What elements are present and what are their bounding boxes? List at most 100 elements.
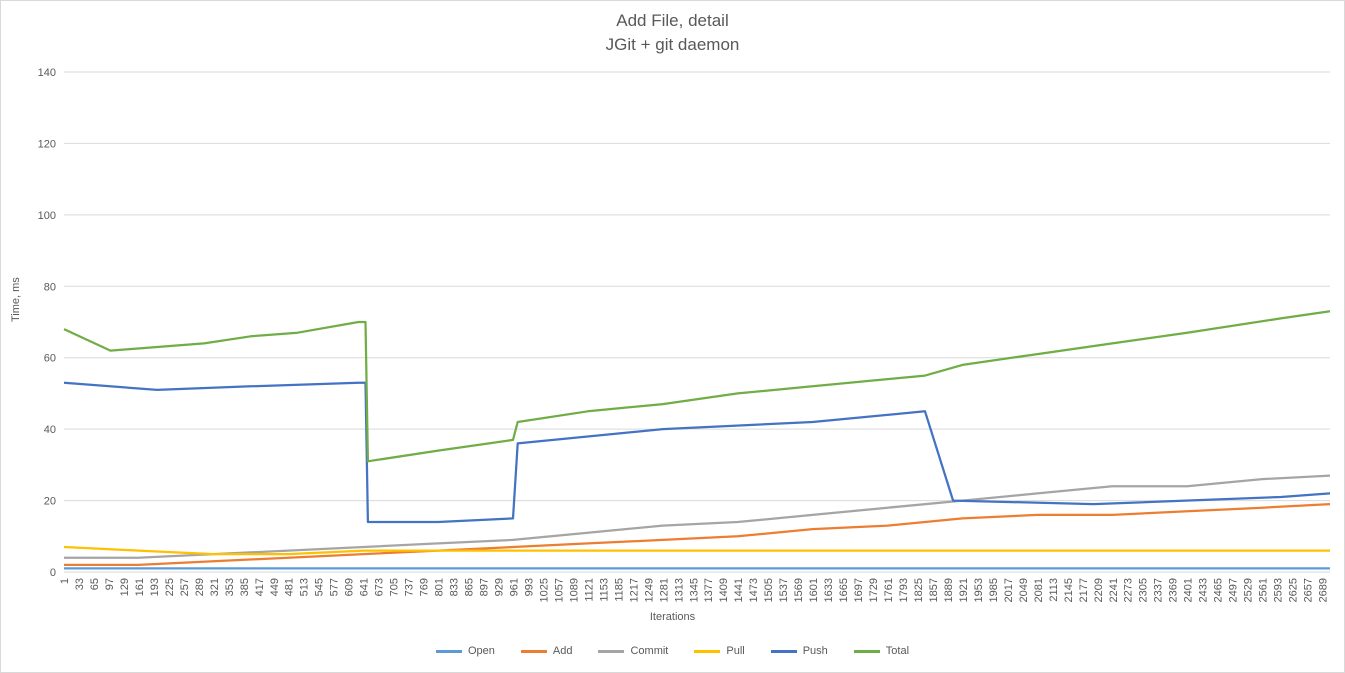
y-tick-label: 140: [38, 67, 56, 79]
y-tick-label: 120: [38, 138, 56, 150]
series-line-commit: [64, 474, 1331, 559]
x-tick-label: 129: [119, 578, 131, 596]
x-tick-label: 1633: [823, 578, 835, 602]
x-tick-label: 1569: [793, 578, 805, 602]
x-tick-label: 2401: [1183, 578, 1195, 602]
legend-swatch: [598, 649, 625, 653]
x-tick-label: 1409: [718, 578, 730, 602]
x-tick-label: 225: [164, 578, 176, 596]
y-tick-label: 80: [44, 281, 56, 293]
x-tick-label: 2241: [1108, 578, 1120, 602]
x-tick-label: 1921: [958, 578, 970, 602]
legend-item-open: Open: [435, 645, 495, 657]
x-tick-label: 97: [104, 578, 116, 590]
x-tick-label: 1761: [883, 578, 895, 602]
legend-label: Pull: [726, 645, 745, 657]
x-tick-label: 417: [254, 578, 266, 596]
x-tick-label: 193: [149, 578, 161, 596]
x-tick-label: 1857: [928, 578, 940, 602]
chart-subtitle: JGit + git daemon: [605, 35, 740, 54]
x-tick-label: 1793: [898, 578, 910, 602]
x-tick-label: 1: [59, 578, 71, 584]
x-tick-label: 1889: [943, 578, 955, 602]
series-line-add: [64, 502, 1331, 567]
x-tick-label: 673: [374, 578, 386, 596]
y-tick-label: 20: [44, 496, 56, 508]
x-tick-label: 1057: [553, 578, 565, 602]
x-tick-label: 833: [449, 578, 461, 596]
x-tick-label: 1249: [643, 578, 655, 602]
legend-label: Open: [467, 645, 495, 657]
x-tick-label: 2625: [1288, 578, 1300, 602]
x-tick-label: 481: [284, 578, 296, 596]
x-tick-label: 2049: [1018, 578, 1030, 602]
legend-swatch: [853, 649, 880, 653]
legend-swatch: [435, 649, 462, 653]
x-tick-label: 2593: [1273, 578, 1285, 602]
legend: Open Add Commit Pull Push Total: [0, 645, 1345, 657]
x-tick-label: 1985: [988, 578, 1000, 602]
x-tick-label: 1121: [583, 578, 595, 602]
legend-item-push: Push: [770, 645, 828, 657]
x-tick-label: 1537: [778, 578, 790, 602]
legend-label: Push: [802, 645, 828, 657]
x-axis-label: Iterations: [649, 611, 696, 623]
x-tick-label: 545: [314, 578, 326, 596]
x-tick-label: 993: [523, 578, 535, 596]
legend-item-commit: Commit: [598, 645, 668, 657]
legend-swatch: [694, 649, 721, 653]
x-tick-label: 1825: [913, 578, 925, 602]
y-tick-label: 40: [44, 424, 56, 436]
legend-item-pull: Pull: [694, 645, 745, 657]
x-tick-label: 2145: [1063, 578, 1075, 602]
x-tick-label: 1345: [688, 578, 700, 602]
y-axis-label: Time, ms: [10, 277, 22, 322]
x-tick-label: 1505: [763, 578, 775, 602]
x-tick-label: 1665: [838, 578, 850, 602]
x-tick-label: 609: [344, 578, 356, 596]
y-tick-label: 0: [50, 567, 56, 579]
x-tick-label: 737: [404, 578, 416, 596]
x-tick-label: 929: [493, 578, 505, 596]
x-tick-label: 321: [209, 578, 221, 596]
x-tick-label: 1217: [628, 578, 640, 602]
x-tick-label: 2561: [1258, 578, 1270, 602]
x-tick-label: 2497: [1228, 578, 1240, 602]
x-tick-label: 2305: [1138, 578, 1150, 602]
x-tick-label: 1089: [568, 578, 580, 602]
x-tick-label: 1953: [973, 578, 985, 602]
x-tick-label: 2209: [1093, 578, 1105, 602]
x-tick-label: 1281: [658, 578, 670, 602]
x-tick-label: 353: [224, 578, 236, 596]
x-tick-label: 1313: [673, 578, 685, 602]
legend-swatch: [520, 649, 547, 653]
x-tick-label: 2177: [1078, 578, 1090, 602]
x-tick-label: 1153: [598, 578, 610, 602]
y-tick-label: 60: [44, 353, 56, 365]
x-tick-label: 2113: [1048, 578, 1060, 602]
series-line-total: [63, 310, 1331, 463]
x-tick-label: 2337: [1153, 578, 1165, 602]
legend-item-total: Total: [853, 645, 909, 657]
x-tick-label: 897: [479, 578, 491, 596]
x-tick-label: 1185: [613, 578, 625, 602]
x-tick-label: 1473: [748, 578, 760, 602]
x-tick-label: 33: [74, 578, 86, 590]
x-tick-label: 65: [89, 578, 101, 590]
x-tick-label: 2529: [1243, 578, 1255, 602]
x-tick-label: 385: [239, 578, 251, 596]
series-line-push: [63, 381, 1331, 524]
legend-swatch: [770, 649, 797, 653]
legend-item-add: Add: [520, 645, 573, 657]
legend-label: Add: [552, 645, 573, 657]
x-tick-label: 2081: [1033, 578, 1045, 602]
x-tick-label: 513: [299, 578, 311, 596]
x-tick-label: 2465: [1213, 578, 1225, 602]
x-tick-label: 289: [194, 578, 206, 596]
x-tick-label: 257: [179, 578, 191, 596]
x-tick-label: 2657: [1303, 578, 1315, 602]
x-tick-label: 769: [419, 578, 431, 596]
x-tick-label: 1377: [703, 578, 715, 602]
series-line-pull: [63, 545, 1330, 556]
